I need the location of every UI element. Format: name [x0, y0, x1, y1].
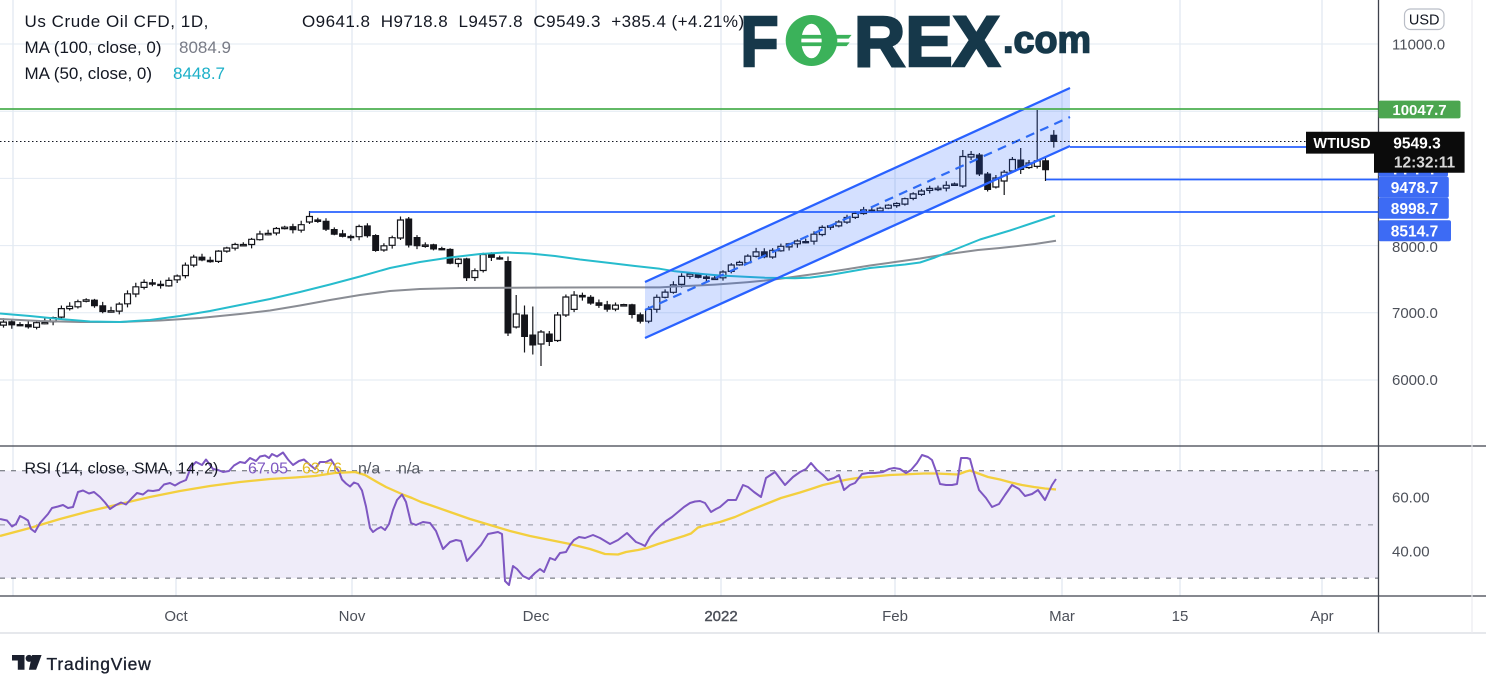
svg-text:11000.0: 11000.0	[1392, 37, 1445, 54]
svg-text:.com: .com	[1003, 20, 1091, 62]
svg-text:Dec: Dec	[523, 608, 550, 625]
svg-text:8514.7: 8514.7	[1391, 223, 1438, 240]
svg-text:MA (100, close, 0): MA (100, close, 0)	[25, 38, 162, 57]
svg-text:12:32:11: 12:32:11	[1394, 155, 1456, 172]
svg-text:8448.7: 8448.7	[173, 64, 225, 83]
svg-text:6000.0: 6000.0	[1392, 372, 1438, 389]
svg-text:8084.9: 8084.9	[179, 38, 231, 57]
svg-text:7000.0: 7000.0	[1392, 305, 1438, 322]
svg-text:2022: 2022	[704, 608, 737, 625]
svg-text:USD: USD	[1409, 12, 1440, 28]
svg-text:MA (50, close, 0): MA (50, close, 0)	[25, 64, 153, 83]
svg-text:Apr: Apr	[1310, 608, 1333, 625]
svg-text:Oct: Oct	[164, 608, 188, 625]
svg-text:63.76: 63.76	[302, 461, 342, 478]
svg-text:9549.3: 9549.3	[1393, 136, 1441, 153]
svg-text:n/a: n/a	[358, 461, 380, 478]
svg-text:n/a: n/a	[398, 461, 420, 478]
svg-text:O9641.8 H9718.8 L9457.8 C95: O9641.8 H9718.8 L9457.8 C9549.3 +385.4 (…	[302, 12, 745, 31]
svg-text:8000.0: 8000.0	[1392, 239, 1438, 256]
svg-text:40.00: 40.00	[1392, 544, 1430, 561]
svg-text:Feb: Feb	[882, 608, 908, 625]
svg-text:67.05: 67.05	[248, 461, 288, 478]
svg-text:60.00: 60.00	[1392, 490, 1430, 507]
svg-text:9478.7: 9478.7	[1391, 180, 1438, 197]
svg-text:REX: REX	[854, 3, 1000, 82]
svg-text:Us Crude Oil CFD, 1D,: Us Crude Oil CFD, 1D,	[25, 12, 209, 31]
svg-text:Nov: Nov	[339, 608, 366, 625]
svg-text:10047.7: 10047.7	[1392, 102, 1446, 119]
svg-text:WTIUSD: WTIUSD	[1313, 136, 1370, 152]
svg-text:RSI (14, close, SMA, 14, 2): RSI (14, close, SMA, 14, 2)	[25, 461, 219, 478]
svg-text:8998.7: 8998.7	[1391, 201, 1438, 218]
svg-text:15: 15	[1172, 608, 1189, 625]
svg-text:TradingView: TradingView	[47, 654, 152, 674]
svg-text:F: F	[741, 3, 779, 82]
svg-text:Mar: Mar	[1049, 608, 1075, 625]
